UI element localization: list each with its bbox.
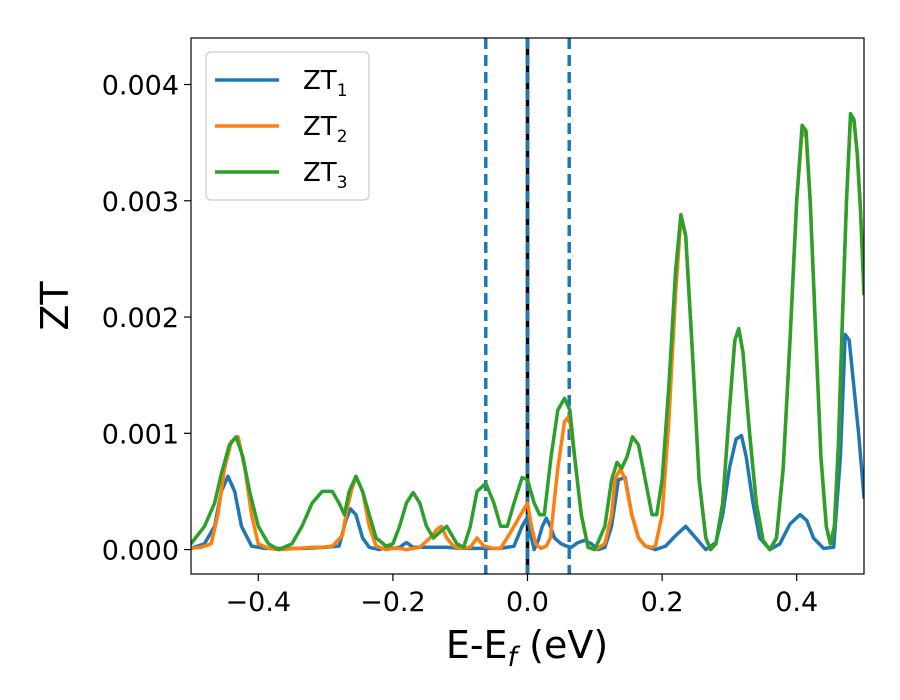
legend-box: [205, 51, 370, 201]
y-axis-label: ZT: [33, 281, 77, 331]
y-tick-label-4: 0.004: [102, 71, 179, 102]
x-tick-label-4: 0.4: [775, 587, 818, 618]
x-axis-ticks: −0.4 −0.2 0.0 0.2 0.4: [226, 574, 818, 618]
legend: ZT1 ZT2 ZT3: [205, 51, 370, 201]
x-tick-label-3: 0.2: [641, 587, 684, 618]
legend-label-1: ZT1: [303, 66, 348, 101]
series-lines: [191, 111, 864, 552]
x-tick-label-2: 0.0: [506, 587, 549, 618]
x-axis-label-unit: (eV): [517, 623, 608, 667]
y-tick-label-2: 0.002: [102, 303, 179, 334]
y-axis-ticks: 0.000 0.001 0.002 0.003 0.004: [102, 71, 191, 567]
x-axis-label-main: E-E: [446, 623, 508, 667]
x-axis-label: E-Ef (eV): [446, 623, 608, 673]
y-tick-label-3: 0.003: [102, 187, 179, 218]
y-tick-label-0: 0.000: [102, 536, 179, 567]
legend-label-3: ZT3: [303, 158, 348, 193]
x-tick-label-1: −0.2: [360, 587, 426, 618]
x-tick-label-0: −0.4: [226, 587, 292, 618]
y-tick-label-1: 0.001: [102, 419, 179, 450]
legend-label-2: ZT2: [303, 112, 348, 147]
series-line-3: [191, 111, 864, 552]
